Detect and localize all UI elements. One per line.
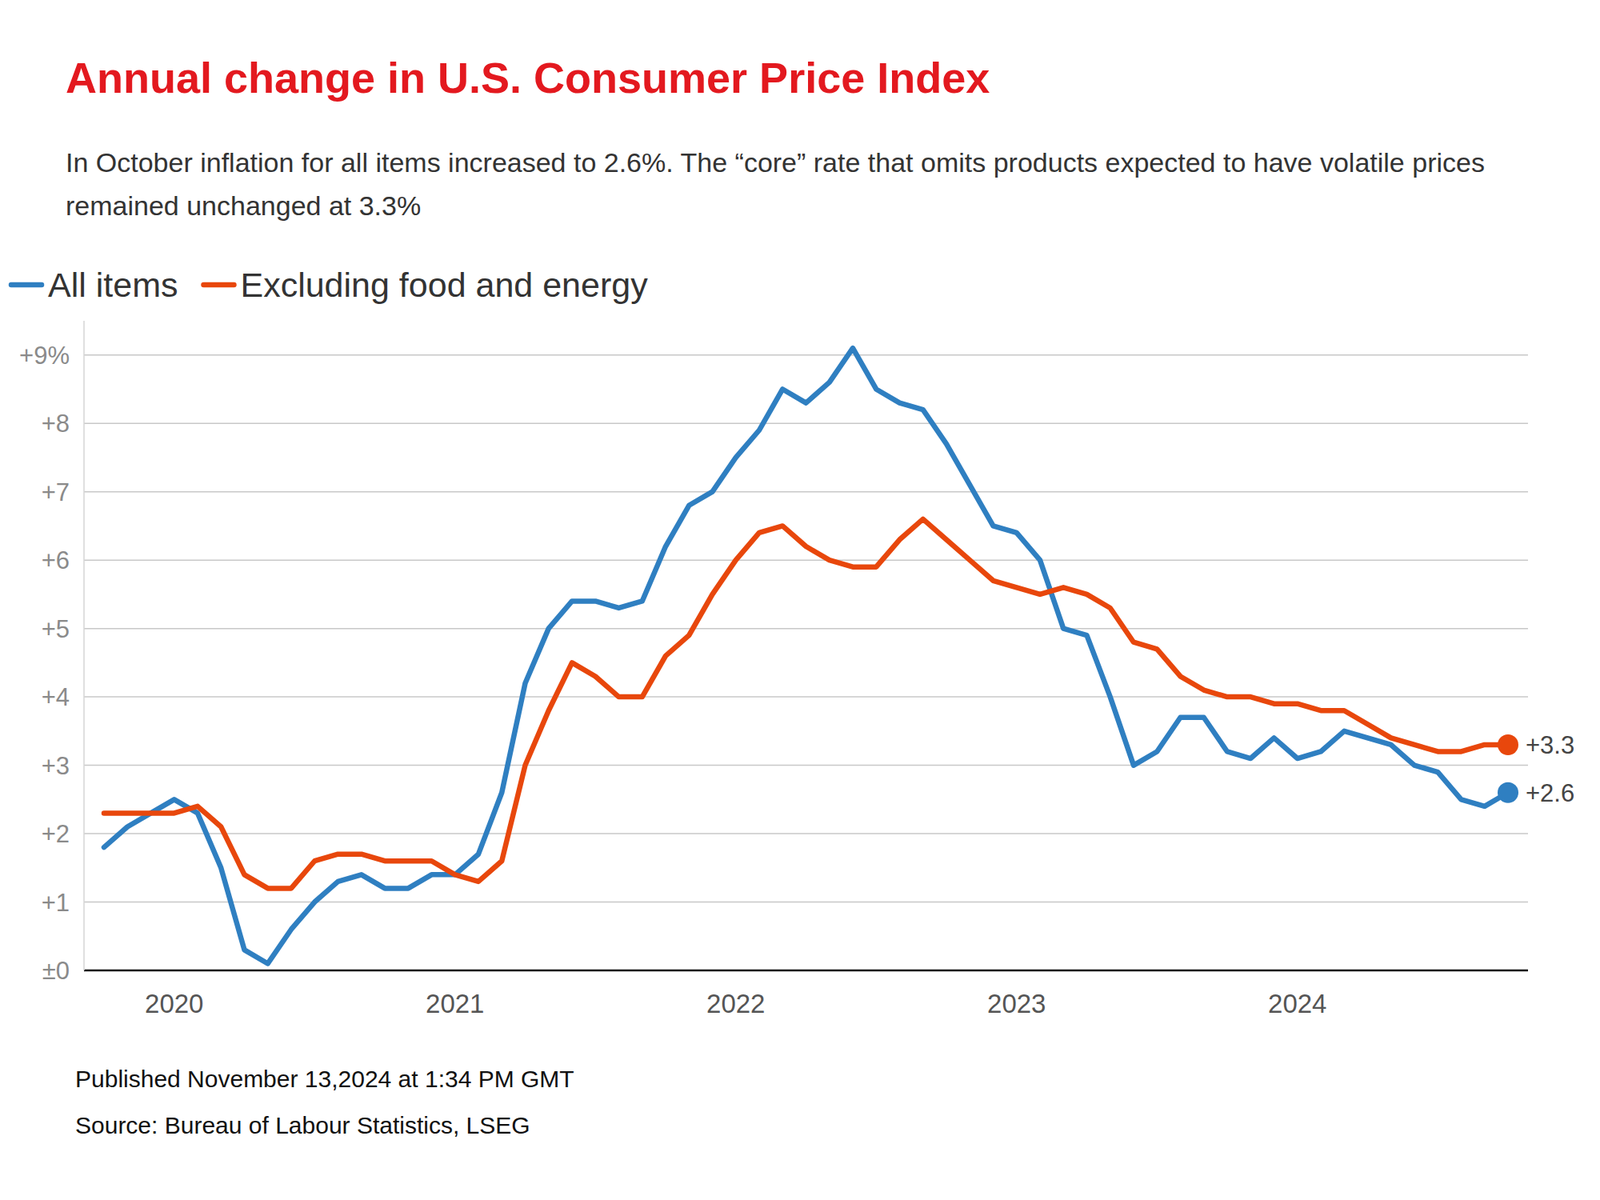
y-tick-label: +7	[41, 478, 70, 507]
series-line	[104, 348, 1508, 964]
legend-label: Excluding food and energy	[240, 265, 648, 304]
legend-label: All items	[48, 265, 178, 304]
series-line	[104, 519, 1508, 889]
y-tick-label: +8	[41, 409, 70, 438]
grid-line	[84, 832, 1528, 835]
end-dot	[1497, 734, 1519, 756]
grid-line	[84, 491, 1528, 493]
y-tick-label: ±0	[42, 956, 70, 985]
y-tick-label: +1	[41, 888, 70, 917]
y-tick-label: +3	[41, 752, 70, 780]
grid-line	[84, 901, 1528, 904]
subtitle: In October inflation for all items incre…	[65, 140, 1546, 228]
x-tick-label: 2020	[144, 988, 204, 1019]
legend: All items Excluding food and energy	[11, 265, 648, 304]
grid-line	[84, 696, 1528, 698]
y-axis-line	[83, 320, 85, 971]
chart: ±0 +1 +2 +3 +4 +5 +6 +7 +8 +9% 2020 2021 2022 2023 202…	[0, 0, 1600, 1200]
grid-line	[84, 354, 1528, 356]
data-label: +3.3	[1525, 731, 1575, 760]
x-tick-label: 2021	[425, 988, 484, 1019]
grid-line	[84, 764, 1528, 767]
end-dot	[1497, 782, 1519, 804]
y-tick-label: +5	[41, 615, 70, 644]
y-tick-label: +2	[41, 820, 70, 848]
y-tick-label: +6	[41, 546, 70, 575]
x-axis-line	[84, 969, 1528, 972]
grid-line	[84, 559, 1528, 561]
x-tick-label: 2024	[1268, 988, 1327, 1019]
footnote: Published November 13,2024 at 1:34 PM GM…	[75, 1065, 575, 1093]
data-label: +2.6	[1525, 779, 1575, 808]
footnote: Source: Bureau of Labour Statistics, LSE…	[75, 1112, 531, 1140]
grid-line	[84, 422, 1528, 424]
y-tick-label: +4	[41, 683, 70, 712]
title: Annual change in U.S. Consumer Price Ind…	[65, 52, 990, 103]
x-tick-label: 2023	[987, 988, 1046, 1019]
x-tick-label: 2022	[706, 988, 765, 1019]
legend-swatch	[203, 282, 234, 288]
y-tick-label: +9%	[19, 341, 70, 370]
plot-marks	[104, 348, 1519, 964]
legend-swatch	[11, 282, 42, 288]
grid-line	[84, 628, 1528, 630]
